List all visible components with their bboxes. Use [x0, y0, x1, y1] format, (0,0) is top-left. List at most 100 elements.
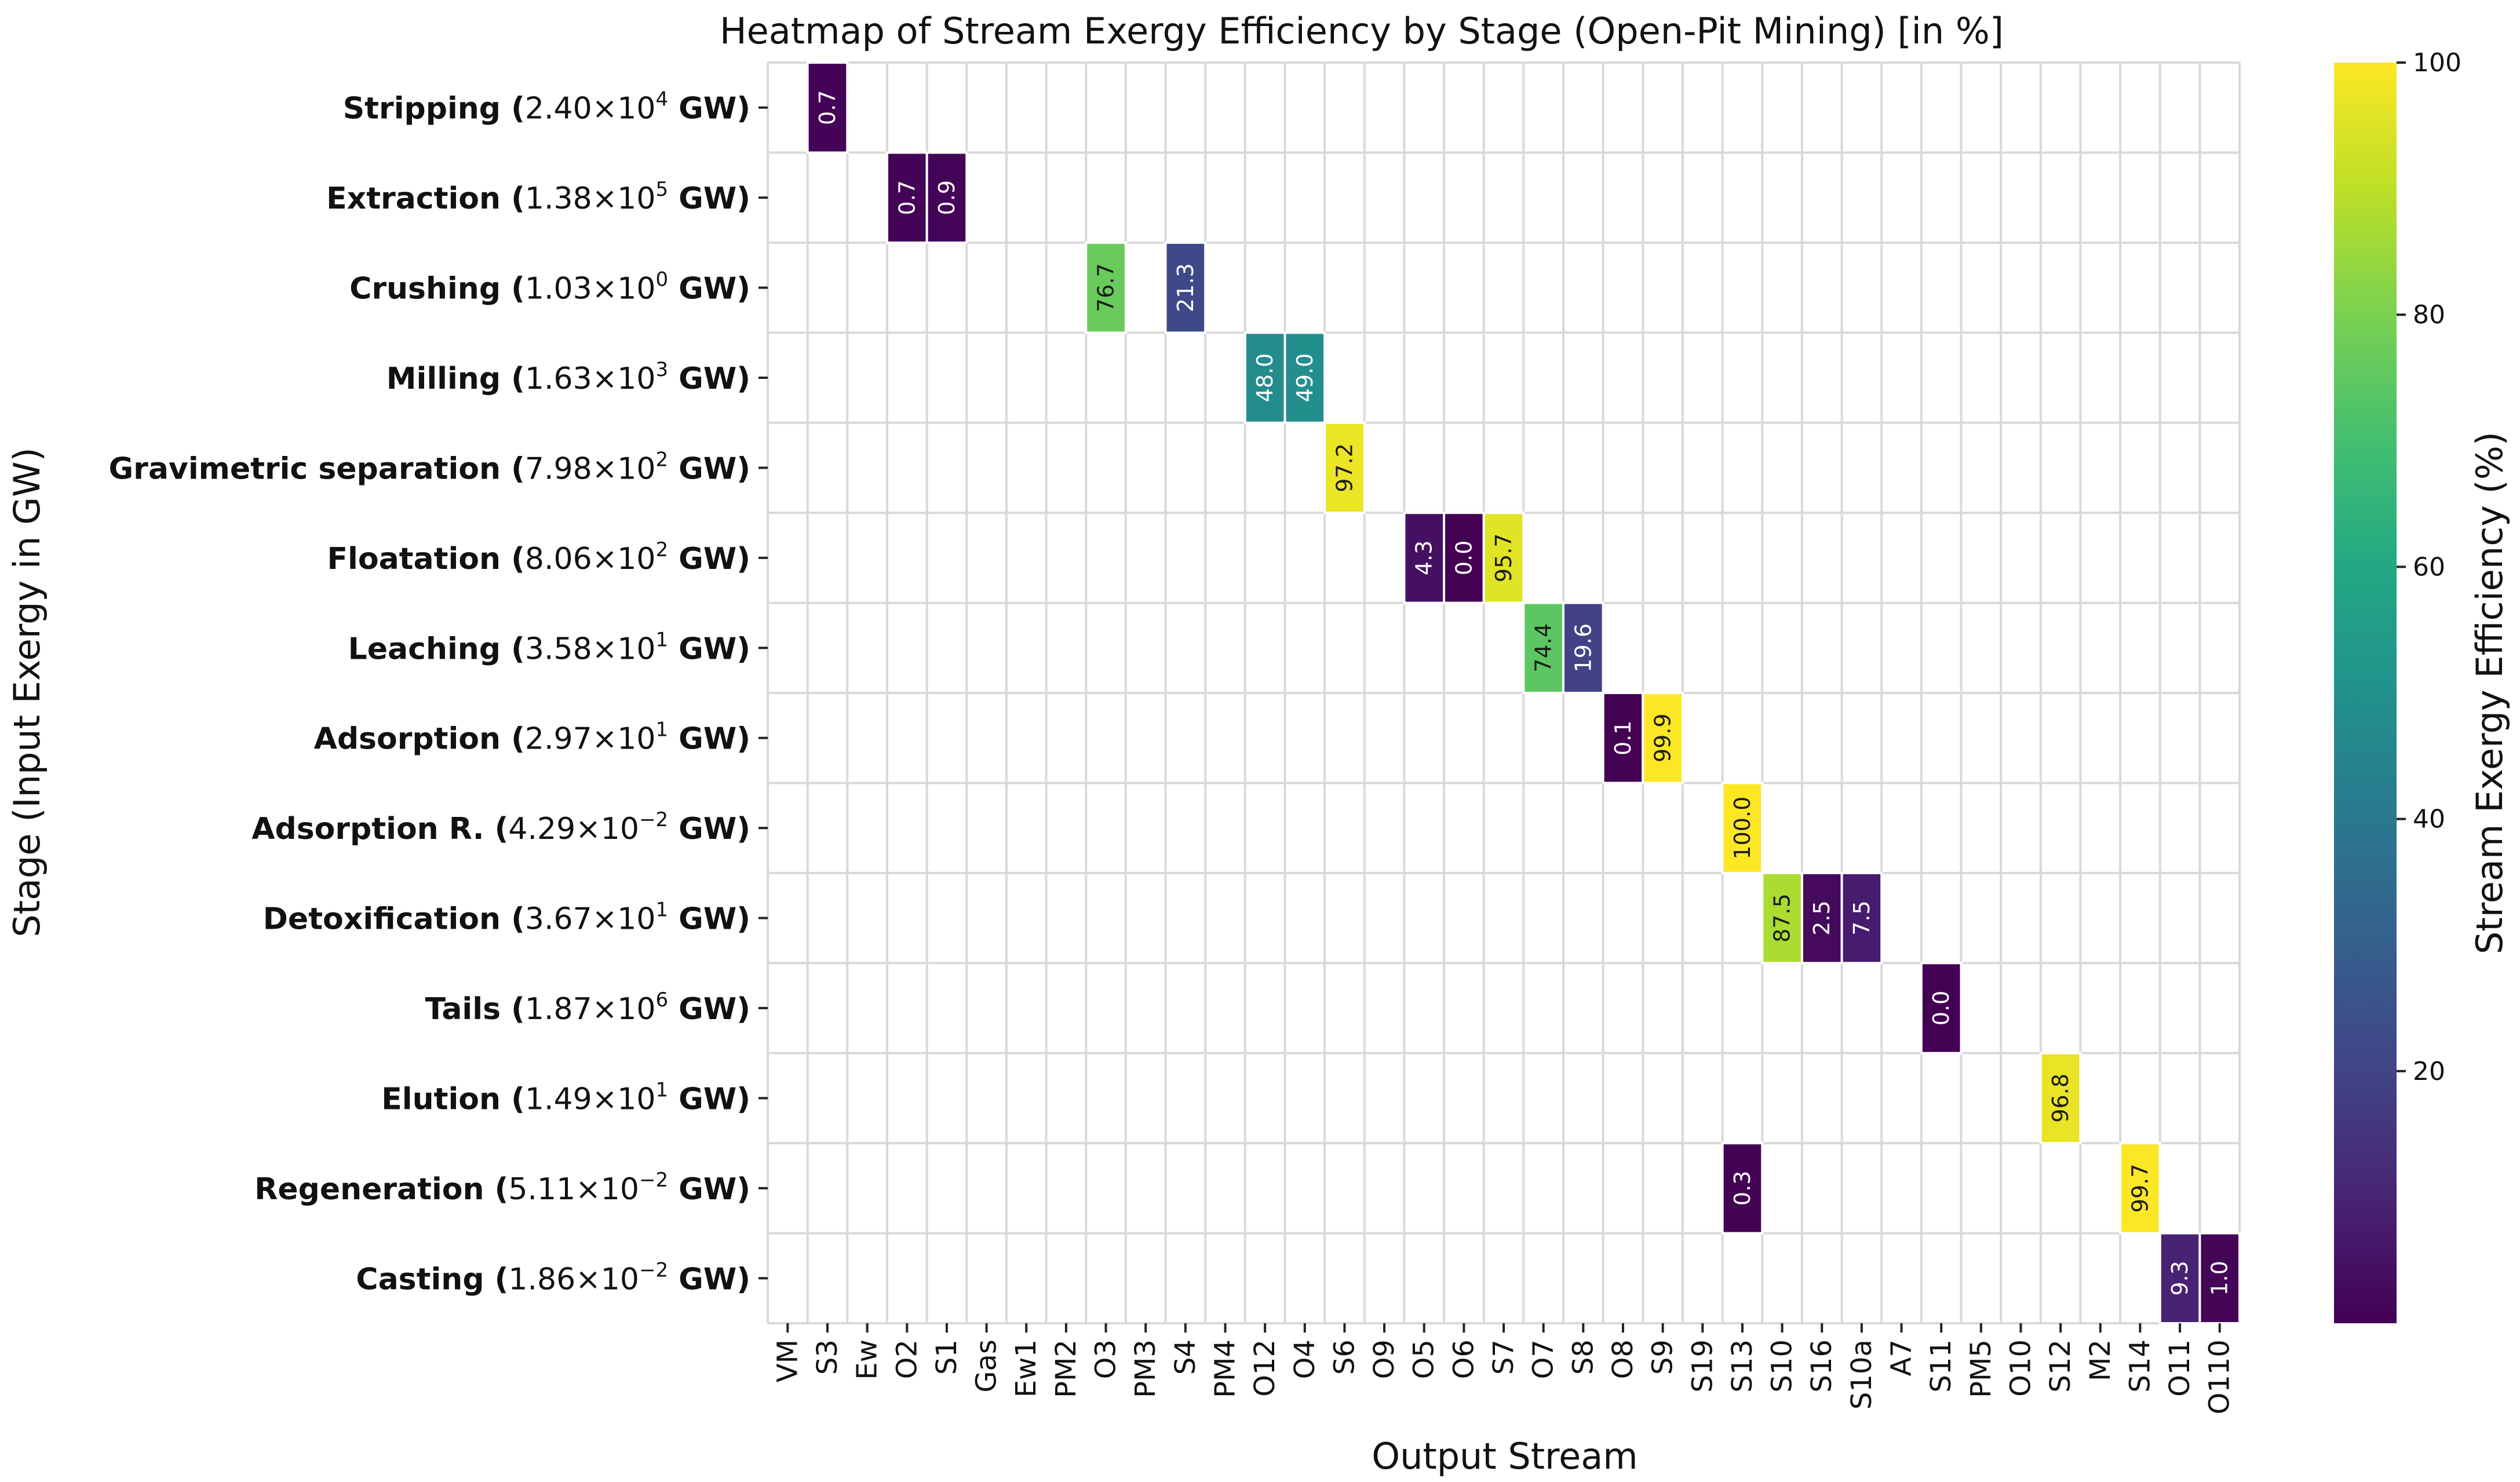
colorbar-ticks: 20 40 60 80 100 — [2397, 48, 2461, 1086]
heatmap-cell — [1562, 601, 1604, 695]
heatmap-cell — [1920, 962, 1963, 1054]
cell-value-label: 0.1 — [1610, 721, 1636, 755]
x-tick-label: M2 — [2084, 1339, 2117, 1381]
cell-value-label: 0.0 — [1928, 991, 1954, 1025]
heatmap-cell — [1443, 512, 1485, 604]
cell-value-label: 0.3 — [1730, 1171, 1755, 1206]
cell-value-label: 4.3 — [1412, 541, 1437, 575]
heatmap-cell — [1721, 782, 1764, 874]
x-tick-label: O2 — [891, 1339, 923, 1379]
colorbar-gradient — [2334, 63, 2397, 1323]
cell-value-label: 99.7 — [2127, 1164, 2153, 1213]
colorbar-tick-label: 100 — [2413, 48, 2461, 78]
heatmap-cell — [1403, 512, 1446, 604]
x-tick-label: S7 — [1487, 1339, 1520, 1375]
x-tick-label: S14 — [2124, 1339, 2156, 1393]
colorbar-tick-label: 20 — [2413, 1057, 2445, 1086]
cell-value-label: 1.0 — [2207, 1261, 2233, 1295]
x-tick-label: S6 — [1328, 1339, 1361, 1375]
x-tick-label: O110 — [2204, 1339, 2236, 1414]
cell-value-label: 0.0 — [1451, 541, 1476, 575]
y-tick-label: Regeneration (5.11×10−2 GW) — [254, 1169, 750, 1207]
x-tick-label: PM3 — [1129, 1339, 1162, 1398]
heatmap-cell — [925, 151, 968, 244]
x-tick-label: O6 — [1447, 1339, 1480, 1379]
y-tick-label: Tails (1.87×106 GW) — [425, 988, 750, 1027]
x-tick-label: S19 — [1686, 1339, 1719, 1393]
x-tick-label: O5 — [1408, 1339, 1440, 1379]
y-tick-label: Gravimetric separation (7.98×102 GW) — [109, 448, 751, 486]
y-tick-label: Stripping (2.40×104 GW) — [343, 88, 750, 126]
heatmap-cell — [1840, 871, 1883, 965]
y-tick-label: Leaching (3.58×101 GW) — [348, 628, 750, 666]
x-tick-label: O12 — [1249, 1339, 1281, 1397]
heatmap-cell — [806, 61, 849, 154]
cell-value-label: 7.5 — [1849, 900, 1874, 935]
x-tick-label: S11 — [1925, 1339, 1957, 1393]
cell-value-label: 48.0 — [1252, 353, 1278, 403]
x-tick-label: S10a — [1846, 1339, 1878, 1410]
x-tick-label: S16 — [1806, 1339, 1838, 1393]
x-tick-label: O7 — [1527, 1339, 1560, 1379]
heatmap-cell — [1642, 692, 1684, 784]
colorbar-tick-label: 60 — [2413, 552, 2445, 582]
heatmap-cell — [885, 151, 928, 244]
colorbar-tick-label: 80 — [2413, 300, 2445, 330]
x-tick-label: Ew — [851, 1339, 884, 1380]
chart-title: Heatmap of Stream Exergy Efficiency by S… — [720, 10, 2004, 52]
x-tick-label: Gas — [971, 1339, 1003, 1393]
x-tick-label: S1 — [931, 1339, 963, 1375]
cell-value-label: 76.7 — [1093, 263, 1119, 312]
cell-value-label: 0.7 — [894, 180, 920, 215]
y-tick-label: Elution (1.49×101 GW) — [381, 1078, 750, 1116]
cell-value-label: 99.9 — [1650, 713, 1676, 762]
cell-value-label: 2.5 — [1809, 900, 1835, 935]
heatmap-cell — [1164, 241, 1207, 334]
x-tick-label: PM5 — [1965, 1339, 1997, 1398]
cell-value-label: 96.8 — [2048, 1074, 2073, 1123]
y-tick-label: Casting (1.86×10−2 GW) — [356, 1258, 750, 1297]
x-tick-label: O9 — [1368, 1339, 1401, 1379]
y-tick-labels: Stripping (2.40×104 GW) Extraction (1.38×… — [109, 88, 768, 1297]
x-tick-label: PM4 — [1209, 1339, 1241, 1398]
colorbar: 20 40 60 80 100 Stream Exergy Efficiency (%) — [2334, 48, 2511, 1323]
heatmap-cell — [2198, 1232, 2241, 1325]
y-axis-label: Stage (Input Exergy in GW) — [6, 447, 48, 937]
cell-value-label: 49.0 — [1292, 353, 1318, 403]
heatmap-cell — [1482, 512, 1525, 604]
y-tick-label: Detoxification (3.67×101 GW) — [263, 899, 750, 937]
cell-value-label: 21.3 — [1173, 263, 1198, 312]
cell-value-label: 0.9 — [934, 180, 960, 215]
heatmap-cell — [1761, 871, 1803, 965]
heatmap-cell — [1085, 241, 1127, 334]
heatmap-cell — [1283, 331, 1326, 424]
x-tick-label: VM — [771, 1339, 804, 1382]
x-tick-label: PM2 — [1050, 1339, 1082, 1398]
x-tick-label: S12 — [2044, 1339, 2077, 1393]
cell-value-label: 95.7 — [1491, 534, 1516, 583]
heatmap-cell — [1522, 601, 1565, 695]
cell-value-label: 19.6 — [1570, 623, 1596, 673]
heatmap-cell — [1721, 1142, 1764, 1235]
x-tick-label: O4 — [1289, 1339, 1321, 1379]
x-tick-label: O11 — [2164, 1339, 2196, 1397]
x-tick-labels: VM S3 Ew O2 S1 Gas Ew1 PM2 O3 PM3 S4 PM4 O12 O4 S6 O9 O5… — [771, 1323, 2236, 1414]
cell-value-label: 0.7 — [815, 90, 840, 125]
x-tick-label: S9 — [1647, 1339, 1679, 1375]
cell-value-label: 74.4 — [1531, 623, 1556, 673]
y-tick-label: Adsorption R. (4.29×10−2 GW) — [251, 808, 750, 846]
y-tick-label: Crushing (1.03×100 GW) — [349, 268, 750, 306]
heatmap-cell — [1602, 692, 1644, 784]
heatmap-cell — [2039, 1052, 2082, 1145]
y-tick-label: Milling (1.63×103 GW) — [386, 358, 750, 396]
heatmap-grid — [767, 61, 2241, 1325]
x-tick-label: O10 — [2004, 1339, 2037, 1397]
cell-value-label: 87.5 — [1770, 893, 1795, 943]
x-tick-label: S8 — [1567, 1339, 1599, 1375]
heatmap-cells: 0.7 0.7 0.9 76.7 21.3 48.0 49.0 97.2 4.3 0.0 95.7 7… — [806, 61, 2241, 1325]
x-tick-label: S13 — [1726, 1339, 1759, 1393]
x-tick-label: S3 — [811, 1339, 844, 1375]
x-tick-label: S10 — [1766, 1339, 1799, 1393]
x-tick-label: A7 — [1886, 1339, 1918, 1376]
